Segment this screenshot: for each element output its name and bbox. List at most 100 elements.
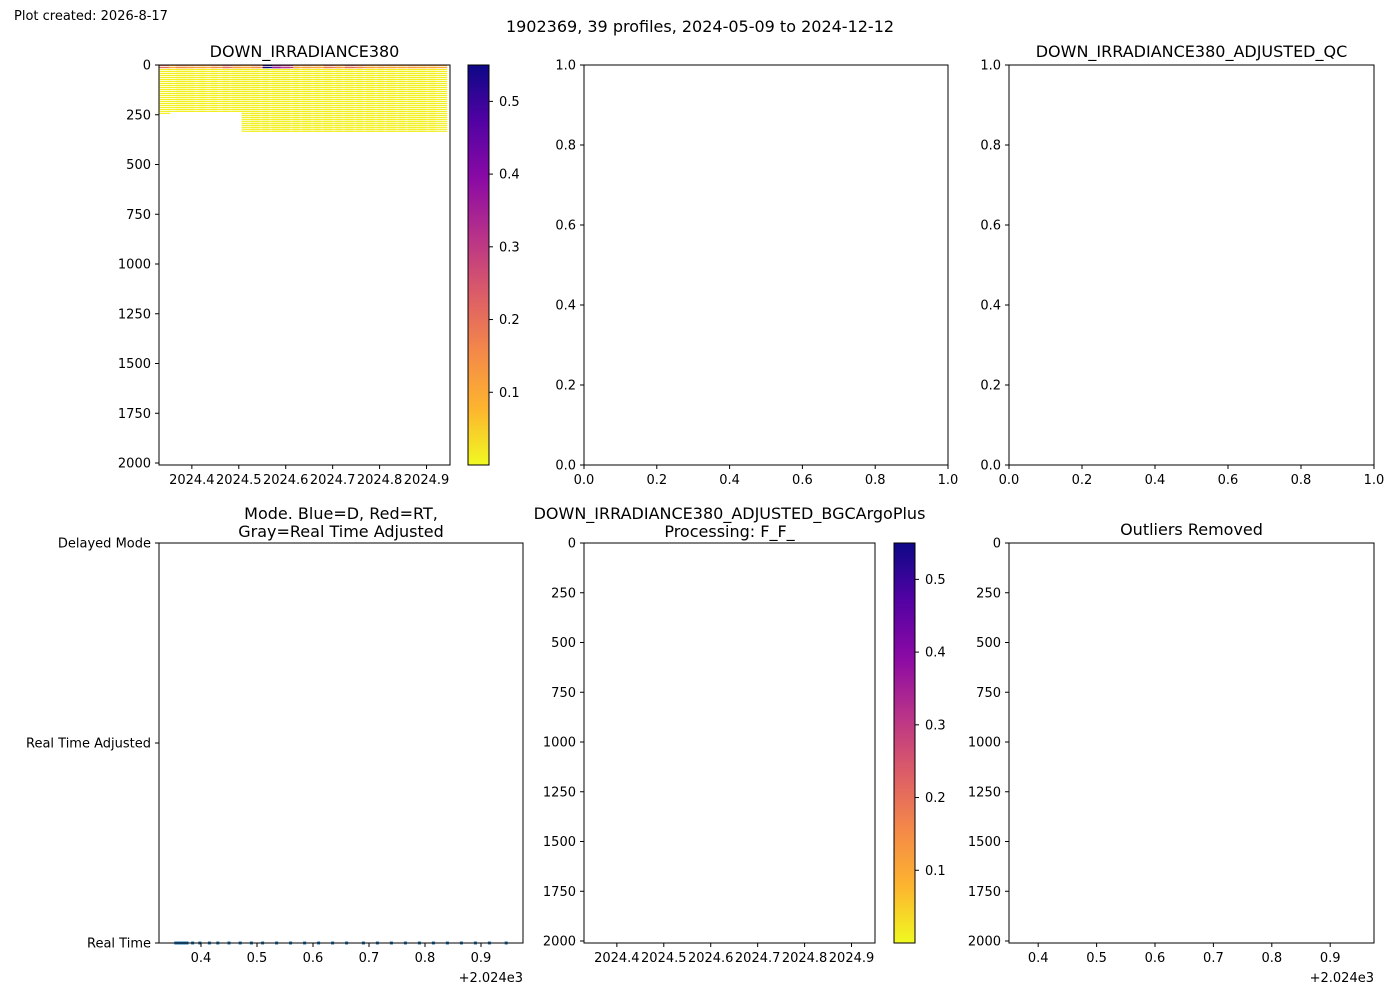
heatmap-cell — [335, 70, 354, 73]
heatmap-cell — [398, 66, 417, 69]
heatmap-cell — [314, 88, 333, 91]
heatmap-cell — [344, 98, 363, 101]
heatmap-cell — [175, 80, 194, 83]
heatmap-cell — [250, 106, 269, 108]
heatmap-cell — [408, 126, 427, 128]
heatmap-cell — [377, 108, 396, 110]
heatmap-cell — [281, 118, 300, 120]
heatmap-cell — [429, 120, 448, 122]
heatmap-cell — [417, 98, 436, 101]
heatmap-cell — [222, 78, 241, 81]
heatmap-cell — [429, 126, 448, 128]
heatmap-cell — [222, 72, 241, 75]
heatmap-cell — [344, 86, 363, 89]
heatmap-cell — [314, 118, 333, 120]
heatmap-cell — [387, 104, 406, 106]
heatmap-cell — [365, 90, 384, 93]
heatmap-cell — [187, 70, 206, 73]
heatmap-cell — [377, 124, 396, 126]
heatmap-cell — [211, 106, 230, 108]
heatmap-cell — [272, 74, 291, 77]
heatmap-cell — [417, 114, 436, 116]
y-tick-label: 1250 — [118, 307, 151, 322]
heatmap-cell — [417, 72, 436, 75]
heatmap-cell — [187, 76, 206, 79]
heatmap-cell — [159, 76, 171, 79]
heatmap-cell — [187, 94, 206, 97]
heatmap-cell — [272, 108, 291, 110]
heatmap-cell — [323, 84, 342, 87]
heatmap-cell — [377, 98, 396, 101]
heatmap-cell — [272, 68, 291, 71]
heatmap-cell — [335, 114, 354, 116]
heatmap-cell — [417, 80, 436, 83]
heatmap-cell — [175, 74, 194, 77]
heatmap-cell — [356, 114, 375, 116]
heatmap-cell — [250, 130, 269, 132]
heatmap-cell — [356, 128, 375, 130]
heatmap-cell — [232, 82, 251, 85]
x-tick-label: 0.8 — [865, 473, 886, 488]
heatmap-cell — [199, 78, 218, 81]
heatmap-cell — [175, 78, 194, 81]
panel-title-line: Gray=Real Time Adjusted — [238, 522, 444, 541]
heatmap-cell — [175, 82, 194, 85]
heatmap-cell — [365, 106, 384, 108]
heatmap-cell — [175, 76, 194, 79]
heatmap-cell — [387, 128, 406, 130]
heatmap-cell — [159, 74, 171, 77]
heatmap-cell — [387, 96, 406, 99]
heatmap-cell — [377, 104, 396, 106]
heatmap-cell — [302, 106, 321, 108]
heatmap-cell — [272, 124, 291, 126]
heatmap-cell — [250, 116, 269, 118]
heatmap-cell — [344, 92, 363, 95]
heatmap-cell — [262, 98, 281, 101]
heatmap-cell — [293, 70, 312, 73]
heatmap-cell — [175, 108, 194, 110]
heatmap-cell — [272, 90, 291, 93]
heatmap-cell — [365, 116, 384, 118]
heatmap-cell — [408, 90, 427, 93]
heatmap-cell — [293, 84, 312, 87]
heatmap-cell — [365, 98, 384, 101]
colorbar-tick-label: 0.2 — [925, 791, 946, 806]
heatmap-cell — [281, 108, 300, 110]
x-tick-label: 0.8 — [1291, 473, 1312, 488]
heatmap-cell — [377, 130, 396, 132]
heatmap-cell — [281, 96, 300, 99]
heatmap-cell — [222, 100, 241, 103]
heatmap-cell — [344, 112, 363, 114]
heatmap-cell — [408, 116, 427, 118]
heatmap-cell — [241, 110, 260, 112]
heatmap-cell — [398, 116, 417, 118]
heatmap-cell — [302, 98, 321, 101]
heatmap-cell — [365, 72, 384, 75]
heatmap-cell — [387, 78, 406, 81]
heatmap-cell — [365, 88, 384, 91]
heatmap-cell — [356, 80, 375, 83]
heatmap-cell — [232, 72, 251, 75]
heatmap-cell — [377, 80, 396, 83]
x-tick-label: 2024.5 — [641, 951, 687, 966]
heatmap-cell — [211, 86, 230, 89]
heatmap-cell — [281, 112, 300, 114]
heatmap-cell — [159, 68, 171, 71]
heatmap-cell — [314, 106, 333, 108]
heatmap-cell — [262, 106, 281, 108]
heatmap-cell — [250, 84, 269, 87]
heatmap-cell — [335, 65, 354, 67]
panel-title-line: DOWN_IRRADIANCE380_ADJUSTED_BGCArgoPlus — [534, 504, 926, 524]
heatmap-cell — [387, 82, 406, 85]
heatmap-cell — [281, 122, 300, 124]
heatmap-cell — [408, 94, 427, 97]
heatmap-cell — [199, 88, 218, 91]
heatmap-cell — [356, 88, 375, 91]
heatmap-cell — [250, 98, 269, 101]
heatmap-cell — [262, 126, 281, 128]
panel-title: DOWN_IRRADIANCE380_ADJUSTED_QC — [1036, 42, 1348, 62]
heatmap-cell — [262, 80, 281, 83]
heatmap-cell — [429, 90, 448, 93]
heatmap-cell — [222, 74, 241, 77]
